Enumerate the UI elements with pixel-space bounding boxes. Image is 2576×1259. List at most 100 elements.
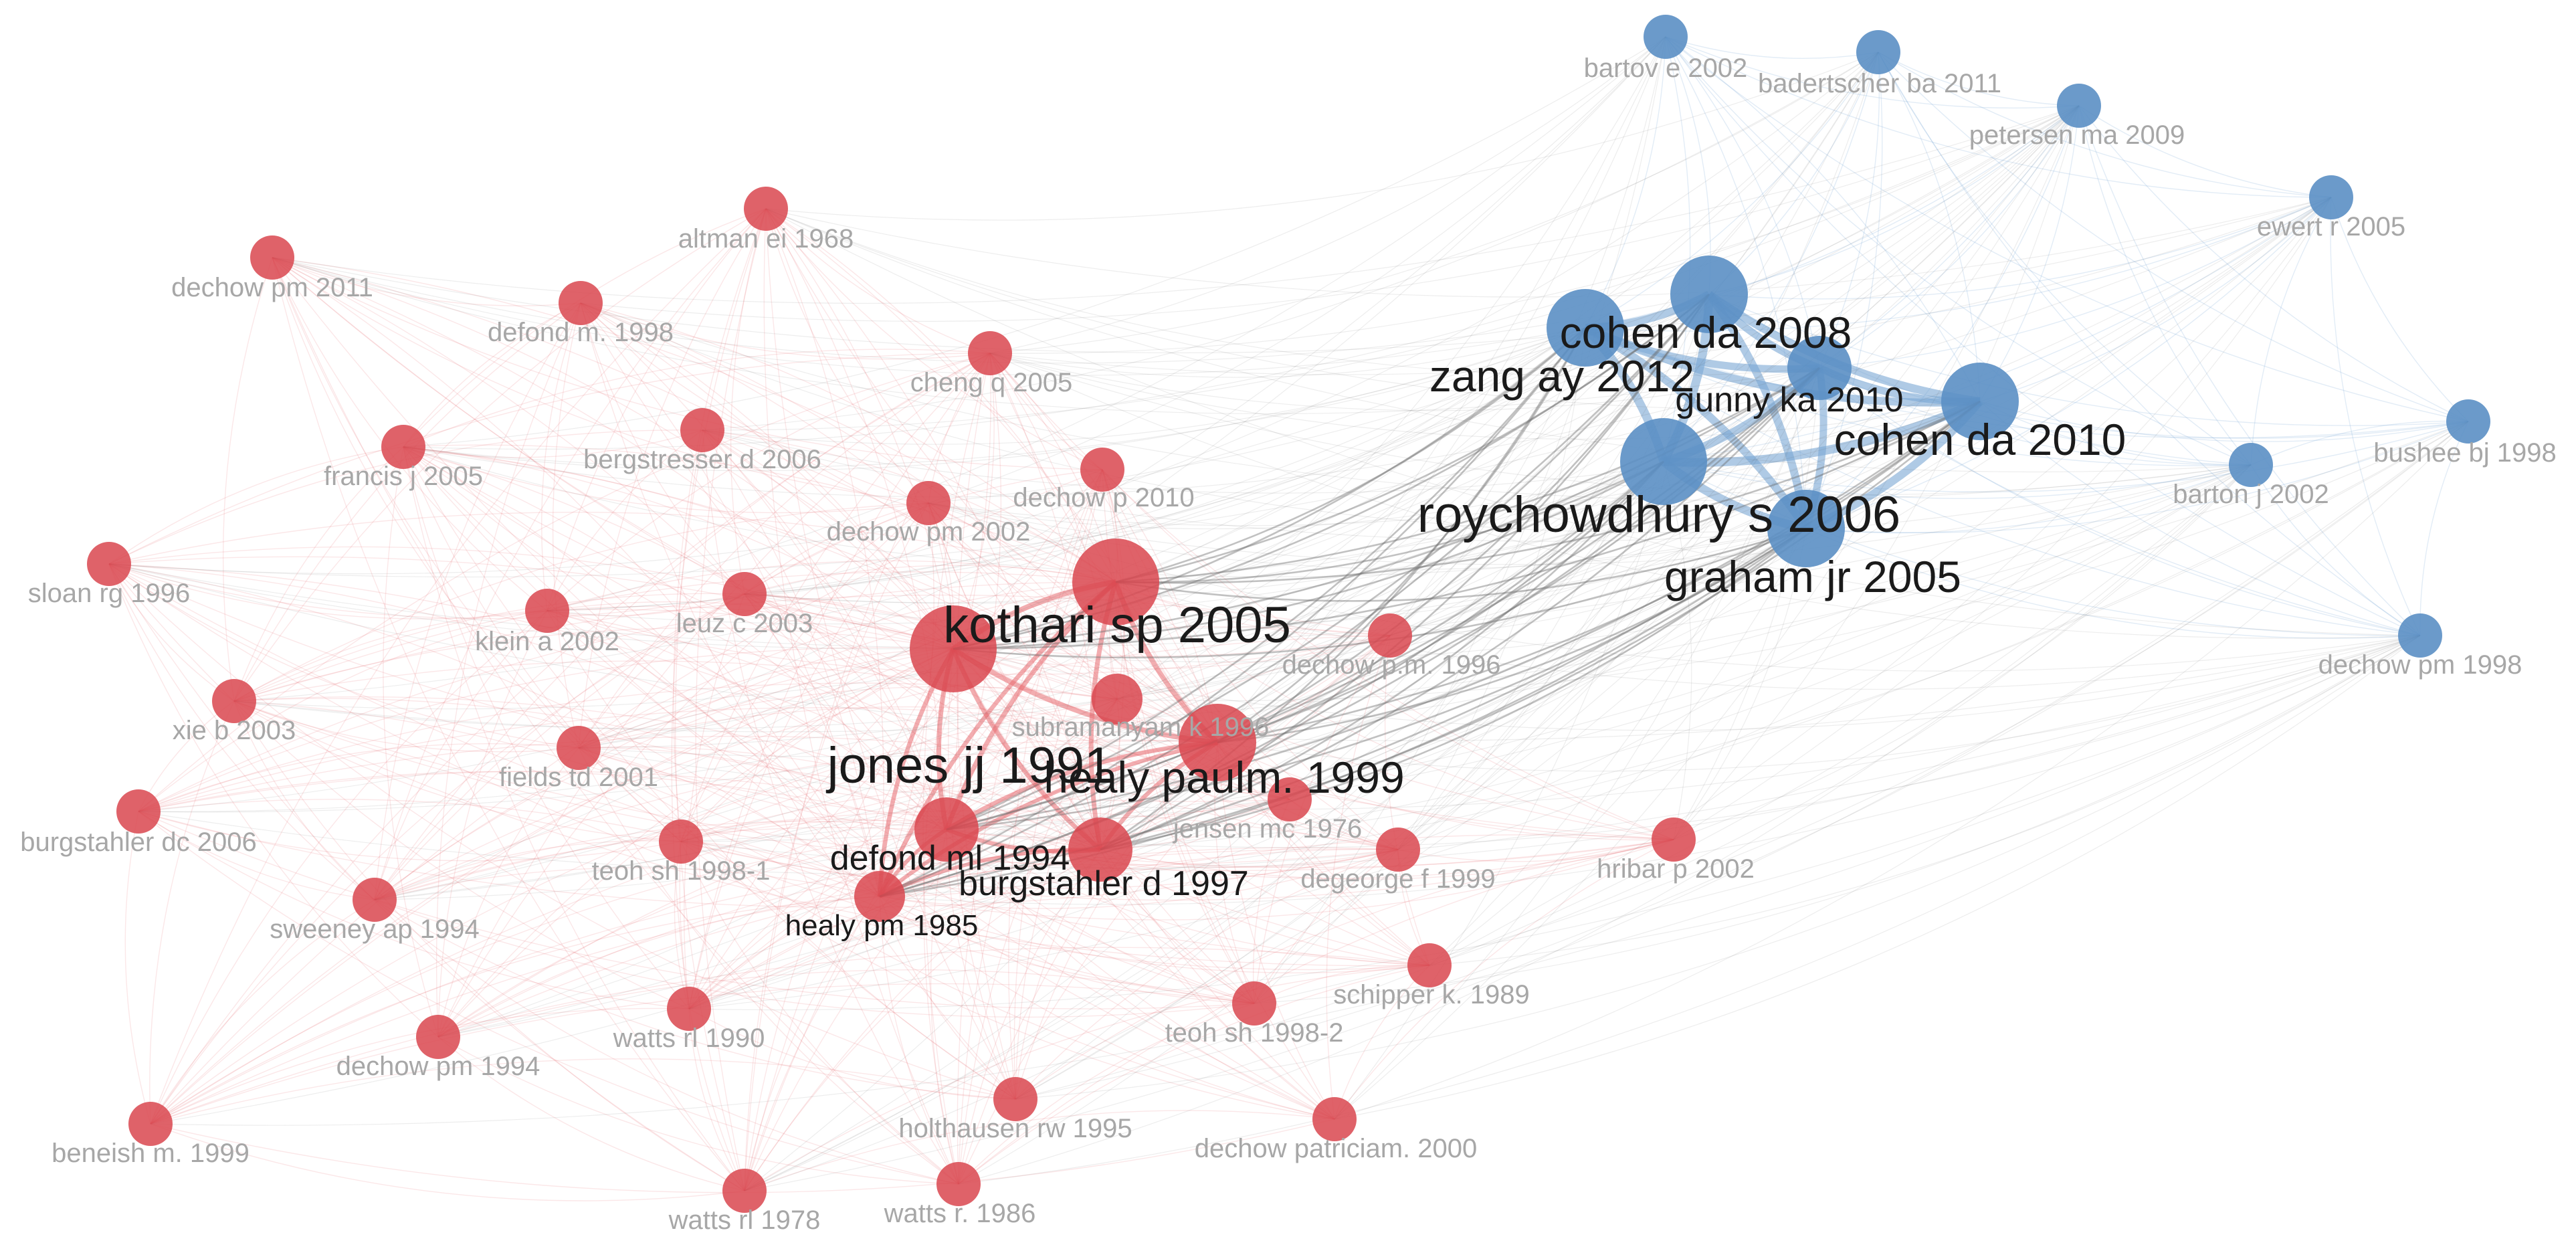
node-dechow_2010[interactable]: [1080, 448, 1124, 492]
node-burgstahler_1997[interactable]: [1068, 817, 1132, 882]
network-edge: [1805, 464, 2252, 534]
network-edge: [1878, 52, 2252, 466]
network-edge: [946, 829, 1430, 966]
network-edge: [702, 52, 1879, 431]
node-dechow_2002[interactable]: [906, 481, 951, 525]
node-defond_1998[interactable]: [559, 281, 603, 325]
network-edge: [765, 208, 2421, 636]
network-edge: [1115, 293, 1710, 583]
node-label-burgstahler_1997: burgstahler d 1997: [959, 864, 1249, 903]
network-edge: [108, 563, 1101, 850]
node-petersen_2009[interactable]: [2057, 84, 2101, 128]
network-edge: [374, 899, 959, 1185]
network-edge: [138, 461, 1664, 812]
node-jensen_1976[interactable]: [1268, 777, 1312, 821]
node-jones_1991[interactable]: [910, 605, 997, 692]
network-edge: [879, 635, 1391, 897]
node-dechow_2011[interactable]: [250, 235, 294, 280]
node-burgstahler_2006[interactable]: [116, 789, 161, 834]
network-edge: [674, 429, 745, 1191]
node-dechow_2000[interactable]: [1312, 1097, 1357, 1141]
node-dechow_1996[interactable]: [1368, 613, 1412, 658]
node-leuz_2003[interactable]: [722, 572, 767, 616]
node-zang_2012[interactable]: [1670, 256, 1748, 333]
node-cheng_2005[interactable]: [968, 331, 1012, 375]
network-edge: [272, 257, 954, 650]
network-edge: [374, 739, 1218, 900]
node-watts_1978[interactable]: [722, 1169, 767, 1213]
node-xie_2003[interactable]: [212, 679, 256, 723]
node-beneish_1999[interactable]: [128, 1102, 173, 1146]
node-watts_1990[interactable]: [667, 987, 711, 1031]
node-label-watts_1978: watts rl 1978: [668, 1205, 821, 1235]
network-edge: [702, 429, 1116, 583]
network-edge: [953, 648, 1290, 800]
network-edge: [1217, 635, 2421, 772]
node-bushee_1998[interactable]: [2446, 399, 2490, 444]
network-edge: [547, 610, 1016, 1100]
network-edge: [1115, 400, 1981, 584]
node-kothari_2005[interactable]: [1072, 539, 1159, 625]
node-healy_1999[interactable]: [1179, 704, 1256, 781]
network-edge: [108, 563, 690, 1009]
node-klein_2002[interactable]: [525, 589, 569, 633]
network-edge: [879, 896, 1255, 1004]
network-edge: [688, 1008, 745, 1191]
network-edge: [1115, 581, 2421, 690]
node-gunny_2010[interactable]: [1787, 336, 1852, 400]
network-edge: [953, 293, 1710, 650]
node-dechow_1998[interactable]: [2398, 613, 2442, 658]
node-label-dechow_1996: dechow p.m. 1996: [1282, 650, 1501, 680]
network-edge: [149, 700, 235, 1125]
network-edge: [958, 965, 1430, 1185]
network-edge: [1397, 367, 1820, 850]
network-edge: [928, 461, 1664, 530]
network-edge: [374, 294, 1710, 900]
node-label-bushee_1998: bushee bj 1998: [2373, 438, 2557, 468]
node-healy_1985[interactable]: [854, 871, 905, 922]
network-edge: [680, 581, 1116, 842]
node-sweeney_1994[interactable]: [353, 878, 397, 922]
network-edge: [1015, 849, 1399, 1100]
network-edge: [233, 446, 404, 702]
node-sloan_1996[interactable]: [87, 542, 131, 586]
network-edge: [552, 302, 581, 749]
node-schipper_1989[interactable]: [1407, 943, 1452, 987]
node-holthausen_1995[interactable]: [993, 1077, 1037, 1121]
node-bergstresser_2006[interactable]: [680, 408, 724, 452]
node-cohen_2008[interactable]: [1547, 289, 1624, 367]
network-edge: [1665, 36, 1879, 59]
network-edge: [578, 464, 2252, 757]
node-cohen_2010[interactable]: [1941, 363, 2019, 440]
node-teoh_1998_2[interactable]: [1232, 981, 1276, 1026]
node-ewert_2005[interactable]: [2309, 175, 2353, 219]
node-dechow_1994[interactable]: [416, 1015, 460, 1059]
network-edge: [1397, 461, 1664, 850]
node-francis_2005[interactable]: [381, 425, 425, 469]
network-edge: [1115, 52, 1879, 583]
node-degeorge_1999[interactable]: [1376, 828, 1420, 872]
network-edge: [702, 429, 947, 830]
network-edge: [1115, 581, 1335, 1120]
network-edge: [580, 302, 745, 595]
node-altman_1968[interactable]: [744, 187, 788, 231]
network-edge: [2078, 105, 2252, 466]
network-edge: [928, 502, 1101, 850]
network-edge: [1115, 367, 1820, 583]
network-edge: [958, 1003, 1255, 1185]
node-graham_2005[interactable]: [1767, 490, 1845, 567]
node-subramanyam_1996[interactable]: [1092, 674, 1143, 724]
node-roychowdhury_2006[interactable]: [1620, 418, 1707, 505]
network-edge: [272, 257, 579, 749]
node-defond_1994[interactable]: [914, 797, 979, 862]
network-edge: [578, 747, 959, 1185]
node-barton_2002[interactable]: [2229, 443, 2273, 487]
node-badertscher_2011[interactable]: [1856, 30, 1900, 74]
node-label-ewert_2005: ewert r 2005: [2257, 212, 2405, 241]
node-bartov_2002[interactable]: [1644, 15, 1688, 59]
network-edge: [958, 742, 1218, 1185]
node-fields_2001[interactable]: [557, 726, 601, 770]
node-hribar_2002[interactable]: [1652, 817, 1696, 862]
node-watts_1986[interactable]: [936, 1162, 981, 1206]
node-teoh_1998_1[interactable]: [659, 819, 703, 864]
